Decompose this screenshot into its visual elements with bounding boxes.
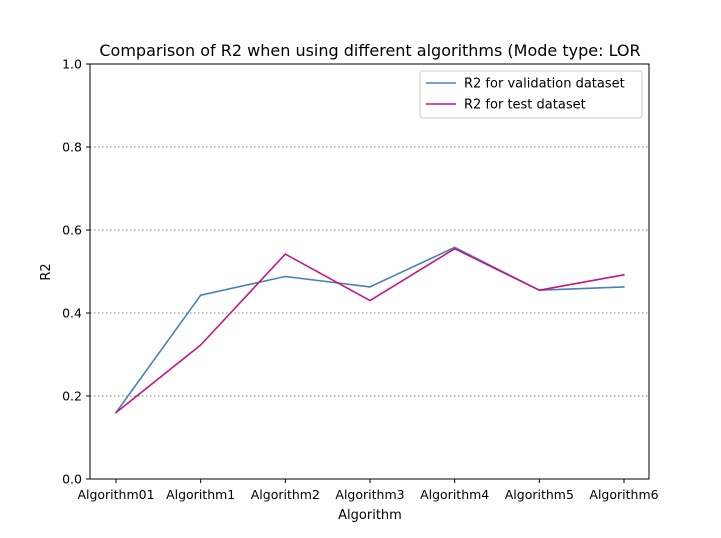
data-point	[453, 247, 456, 250]
x-tick-label: Algorithm2	[251, 487, 320, 502]
data-point	[199, 294, 202, 296]
data-point	[369, 299, 371, 302]
x-axis-label: Algorithm	[338, 508, 402, 523]
x-tick-label: Algorithm1	[166, 487, 235, 502]
legend-label: R2 for validation dataset	[464, 77, 625, 92]
y-tick-label: 0.6	[62, 223, 82, 238]
legend: R2 for validation dataset R2 for test dat…	[419, 70, 643, 119]
y-axis: 0.0 0.2 0.4 0.6 0.8 1.0	[62, 57, 90, 487]
gridlines	[90, 146, 649, 397]
x-tick-label: Algorithm5	[505, 487, 574, 502]
y-tick-label: 0.8	[62, 140, 82, 155]
y-axis-label: R2	[39, 263, 54, 280]
data-point	[623, 274, 625, 276]
x-tick-label: Algorithm01	[77, 487, 154, 502]
x-axis: Algorithm01 Algorithm1 Algorithm2 Algorithm…	[77, 479, 659, 502]
data-point	[538, 289, 541, 291]
data-point	[453, 246, 456, 249]
data-point	[369, 286, 371, 288]
series-line-1	[115, 246, 625, 414]
data-point	[115, 411, 117, 414]
legend-box	[419, 70, 643, 119]
data-point	[284, 253, 287, 255]
data-point	[199, 344, 202, 346]
series-lines	[115, 246, 625, 414]
data-point	[284, 275, 287, 278]
x-tick-label: Algorithm3	[335, 487, 404, 502]
x-tick-label: Algorithm6	[589, 487, 658, 502]
plot-frame	[89, 63, 650, 480]
y-tick-label: 1.0	[62, 57, 82, 72]
y-tick-label: 0.2	[62, 389, 82, 404]
legend-label: R2 for test dataset	[464, 98, 586, 113]
data-point	[623, 286, 625, 288]
y-tick-label: 0.4	[62, 306, 82, 321]
series-line-2	[115, 247, 625, 414]
y-tick-label: 0.0	[62, 472, 82, 487]
chart-title: Comparison of R2 when using different al…	[99, 41, 640, 60]
x-tick-label: Algorithm4	[420, 487, 489, 502]
